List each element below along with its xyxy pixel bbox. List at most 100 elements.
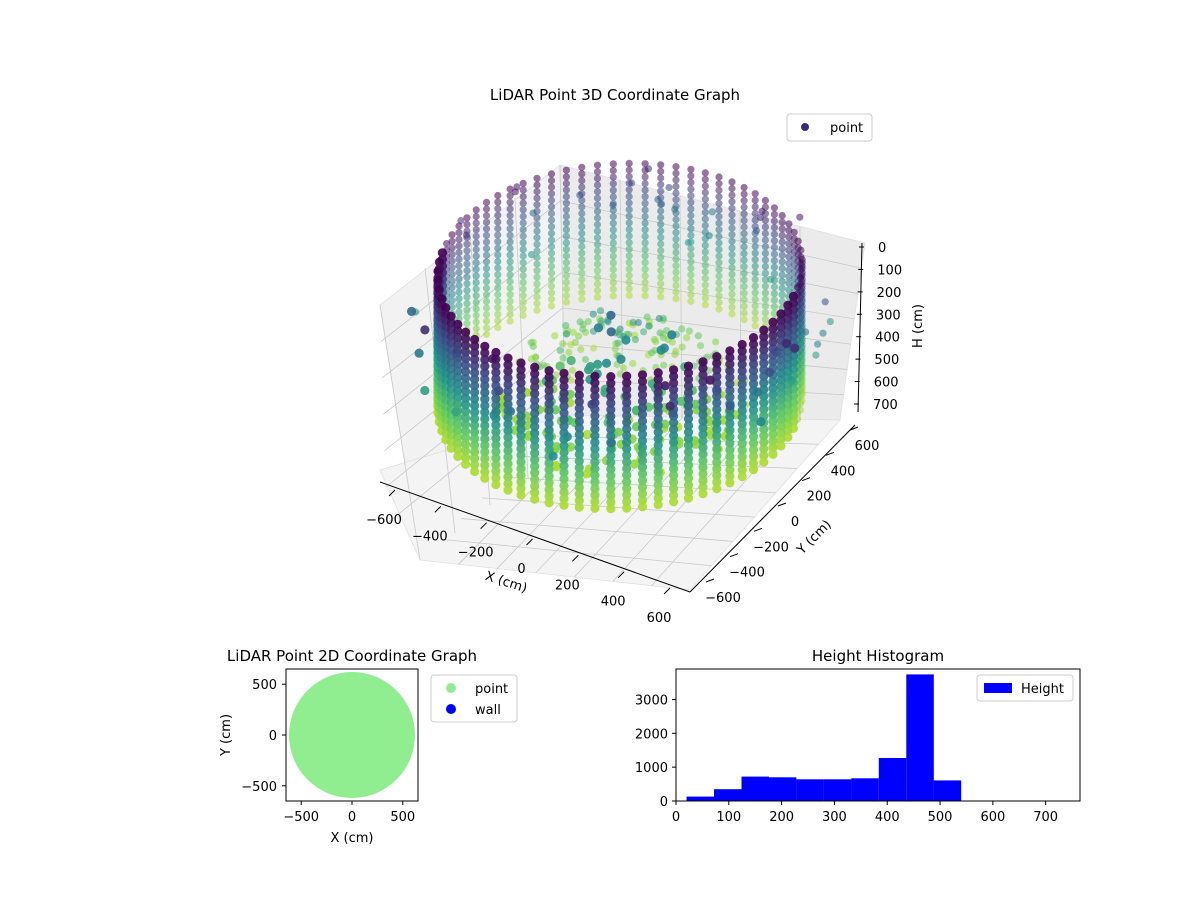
- point-3d-266: [562, 179, 571, 187]
- point-3d-634: [696, 342, 705, 350]
- y3d-tick-mark-4: [801, 477, 811, 482]
- point-3d-161: [715, 193, 723, 201]
- point-3d-1720: [530, 481, 540, 491]
- point-3d-676: [463, 260, 471, 268]
- point-3d-1787: [559, 368, 569, 378]
- x-ticks-3d: −600 −400 −200 0 200 400 600: [366, 489, 671, 626]
- point-3d-1681: [622, 378, 632, 388]
- point-3d-1398: [453, 352, 463, 362]
- point-3d-227: [578, 203, 586, 211]
- point-3d-682: [463, 300, 471, 308]
- point-3d-1229: [759, 457, 769, 467]
- point-3d-1338: [737, 471, 747, 482]
- point-3d-457: [506, 258, 514, 266]
- point-3d-1507: [683, 374, 694, 384]
- point-3d-1027: [783, 346, 793, 357]
- point-3d-627: [694, 332, 703, 340]
- xhist-tick-label-6: 600: [980, 810, 1005, 825]
- point-3d-1108: [601, 358, 612, 368]
- point-3d-669: [463, 214, 471, 222]
- point-3d-1623: [503, 399, 513, 409]
- point-3d-511: [494, 317, 502, 325]
- point-3d-1474: [698, 436, 708, 446]
- point-3d-465: [506, 310, 514, 319]
- point-3d-167: [715, 232, 723, 240]
- point-3d-205: [728, 211, 736, 219]
- point-3d-862: [443, 240, 451, 248]
- point-3d-1425: [712, 391, 722, 401]
- point-3d-1682: [622, 384, 632, 394]
- point-3d-1666: [516, 404, 526, 414]
- point-3d-1801: [559, 461, 569, 471]
- point-3d-30: [672, 169, 680, 177]
- point-3d-34: [672, 196, 680, 204]
- x3d-tick-mark-3: [526, 538, 533, 546]
- point-3d-1668: [516, 417, 526, 427]
- point-3d-578: [678, 343, 686, 351]
- point-3d-1672: [516, 444, 526, 454]
- point-3d-1822: [574, 463, 584, 473]
- point-3d-67: [641, 272, 649, 280]
- point-3d-1798: [559, 441, 569, 451]
- point-3d-184: [593, 194, 602, 202]
- point-3d-1549: [705, 375, 715, 385]
- point-3d-1700: [622, 503, 632, 513]
- point-3d-1657: [637, 495, 648, 505]
- point-3d-642: [797, 246, 805, 254]
- point-3d-672: [463, 234, 471, 242]
- point-3d-1820: [574, 449, 584, 459]
- point-3d-1614: [653, 500, 663, 510]
- point-3d-298: [751, 269, 759, 277]
- point-3d-246: [740, 203, 748, 211]
- y3d-tick-label-6: 600: [855, 439, 880, 454]
- ticks-histogram: 0 100 200 300 400 500 600 700 0 1000 2000 3000: [635, 693, 1058, 825]
- grid-line-h-back-2: [561, 236, 858, 294]
- point-3d-1373: [725, 366, 735, 376]
- xhist-tick-label-0: 0: [672, 810, 680, 825]
- point-3d-95: [625, 173, 633, 181]
- histogram-bar-3: [768, 777, 797, 801]
- point-3d-302: [751, 295, 759, 303]
- point-3d-17: [657, 220, 665, 228]
- point-3d-235: [578, 256, 586, 264]
- point-3d-1754: [544, 425, 554, 435]
- point-3d-1688: [622, 424, 632, 434]
- legend-3d: point: [786, 113, 873, 142]
- point-3d-407: [519, 245, 527, 253]
- point-3d-1660: [516, 365, 526, 375]
- yhist-tick-label-2: 2000: [635, 727, 668, 742]
- point-3d-316: [547, 229, 556, 237]
- point-3d-1088: [776, 315, 786, 326]
- point-3d-1370: [725, 346, 735, 356]
- y3d-tick-mark-2: [753, 527, 763, 532]
- x3d-tick-mark-6: [663, 587, 671, 595]
- point-3d-559: [482, 278, 491, 286]
- point-3d-1727: [606, 398, 616, 408]
- point-3d-1571: [491, 347, 501, 358]
- z-axis-line: [857, 242, 863, 413]
- point-3d-1779: [590, 457, 600, 467]
- point-3d-136: [609, 166, 617, 175]
- point-3d-1501: [470, 447, 480, 457]
- point-3d-1411: [453, 438, 463, 448]
- point-3d-26: [657, 280, 665, 288]
- x3d-tick-label-0: −600: [366, 513, 402, 528]
- point-3d-118: [701, 195, 709, 203]
- point-3d-1602: [653, 420, 663, 431]
- point-3d-698: [629, 359, 637, 368]
- point-3d-640: [577, 345, 585, 353]
- point-3d-1523: [683, 480, 694, 490]
- point-3d-617: [472, 285, 480, 293]
- point-3d-737: [455, 281, 463, 290]
- point-3d-493: [494, 198, 502, 206]
- point-3d-11: [657, 181, 665, 189]
- point-3d-1550: [669, 365, 679, 375]
- point-3d-60: [641, 226, 649, 234]
- point-3d-1760: [544, 465, 554, 475]
- point-3d-1210: [759, 332, 769, 342]
- point-3d-367: [533, 280, 541, 288]
- point-3d-199: [593, 293, 602, 301]
- point-3d-734: [455, 262, 463, 270]
- point-3d-1173: [434, 285, 444, 295]
- point-3d-128: [701, 261, 709, 269]
